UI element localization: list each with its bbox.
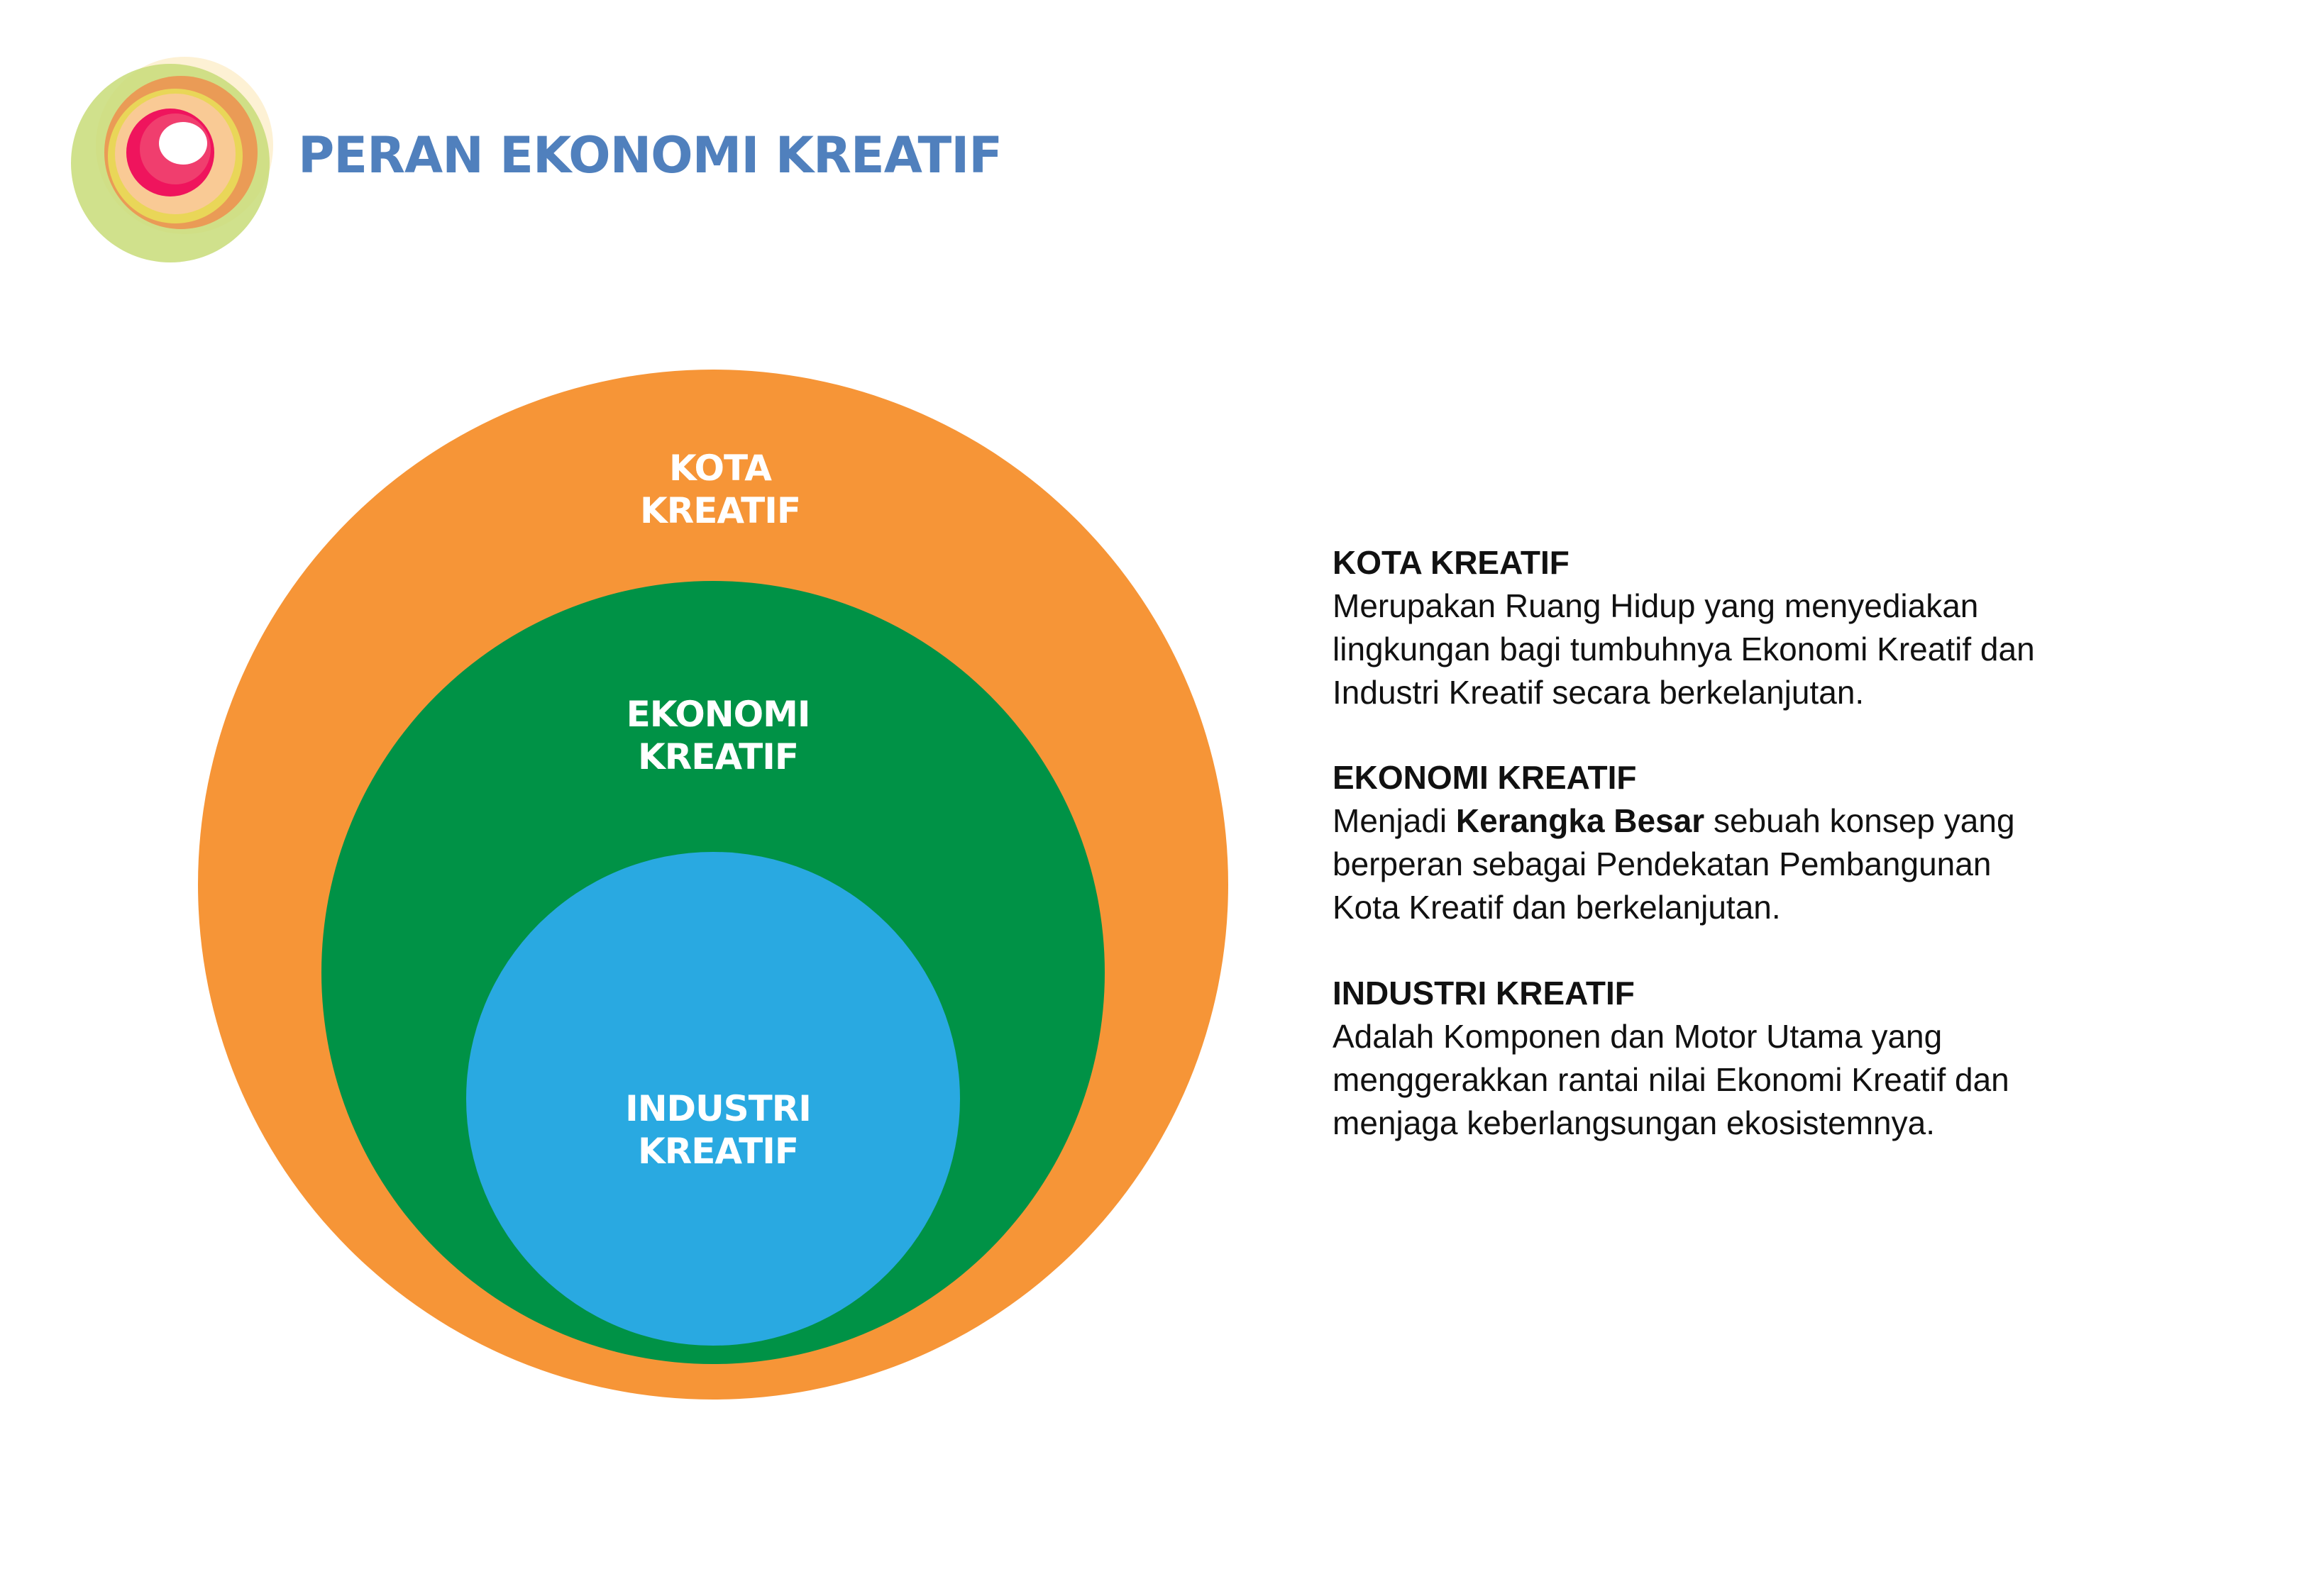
description-line: Adalah Komponen dan Motor Utama yang bbox=[1333, 1018, 1943, 1055]
label-line: KREATIF bbox=[637, 1131, 799, 1172]
industri-kreatif-label: INDUSTRI KREATIF bbox=[505, 1087, 931, 1173]
label-line: KREATIF bbox=[639, 490, 801, 531]
label-line: KOTA bbox=[669, 448, 772, 489]
label-line: INDUSTRI bbox=[625, 1088, 812, 1129]
concentric-rings-logo-icon bbox=[67, 53, 280, 266]
label-line: KREATIF bbox=[637, 736, 799, 777]
industri-kreatif-circle bbox=[466, 852, 960, 1346]
description-line: Industri Kreatif secara berkelanjutan. bbox=[1333, 674, 1865, 711]
page-title: PERAN EKONOMI KREATIF bbox=[298, 126, 1003, 184]
emphasis-text: Kerangka Besar bbox=[1455, 802, 1705, 839]
ekonomi-kreatif-label: EKONOMI KREATIF bbox=[505, 693, 931, 778]
description-heading: KOTA KREATIF bbox=[1333, 544, 1569, 581]
description-line: Kota Kreatif dan berkelanjutan. bbox=[1333, 889, 1781, 926]
label-line: EKONOMI bbox=[626, 694, 811, 735]
industri-kreatif-description: INDUSTRI KREATIF Adalah Komponen dan Mot… bbox=[1333, 972, 2255, 1145]
description-line: berperan sebagai Pendekatan Pembangunan bbox=[1333, 846, 1992, 882]
description-line: Merupakan Ruang Hidup yang menyediakan bbox=[1333, 587, 1979, 624]
kota-kreatif-label: KOTA KREATIF bbox=[507, 447, 933, 532]
description-line: lingkungan bagi tumbuhnya Ekonomi Kreati… bbox=[1333, 631, 2035, 667]
description-line: menggerakkan rantai nilai Ekonomi Kreati… bbox=[1333, 1061, 2009, 1098]
description-line: Menjadi Kerangka Besar sebuah konsep yan… bbox=[1333, 799, 2255, 843]
description-heading: EKONOMI KREATIF bbox=[1333, 759, 1637, 796]
description-line: menjaga keberlangsungan ekosistemnya. bbox=[1333, 1104, 1935, 1141]
ekonomi-kreatif-description: EKONOMI KREATIF Menjadi Kerangka Besar s… bbox=[1333, 756, 2255, 929]
description-heading: INDUSTRI KREATIF bbox=[1333, 975, 1635, 1012]
text: Menjadi bbox=[1333, 802, 1456, 839]
text: sebuah konsep yang bbox=[1704, 802, 2015, 839]
kota-kreatif-description: KOTA KREATIF Merupakan Ruang Hidup yang … bbox=[1333, 541, 2255, 714]
